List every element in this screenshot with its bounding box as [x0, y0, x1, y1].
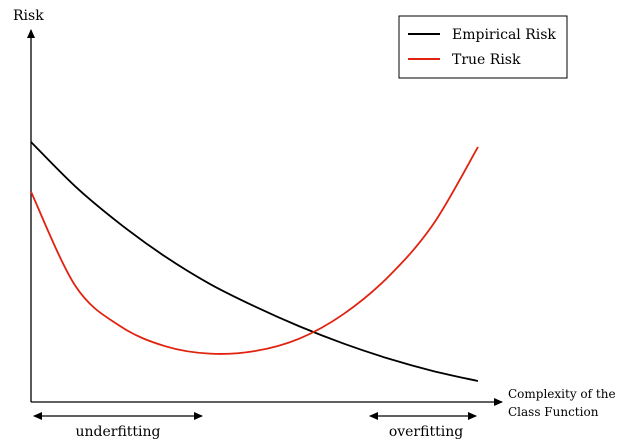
- legend-label-true: True Risk: [452, 52, 521, 68]
- overfitting-label: overfitting: [389, 424, 463, 440]
- legend-box: [398, 15, 568, 79]
- x-axis-label-line1: Complexity of the: [508, 387, 616, 401]
- empirical-risk-curve: [30, 141, 479, 382]
- underfitting-label: underfitting: [75, 424, 160, 440]
- legend-label-empirical: Empirical Risk: [452, 27, 556, 43]
- y-axis-label: Risk: [13, 8, 44, 24]
- curves-layer: [30, 141, 479, 382]
- x-axis-label-line2: Class Function: [508, 405, 599, 419]
- true-risk-curve: [30, 146, 479, 355]
- legend: Empirical Risk True Risk: [398, 15, 568, 79]
